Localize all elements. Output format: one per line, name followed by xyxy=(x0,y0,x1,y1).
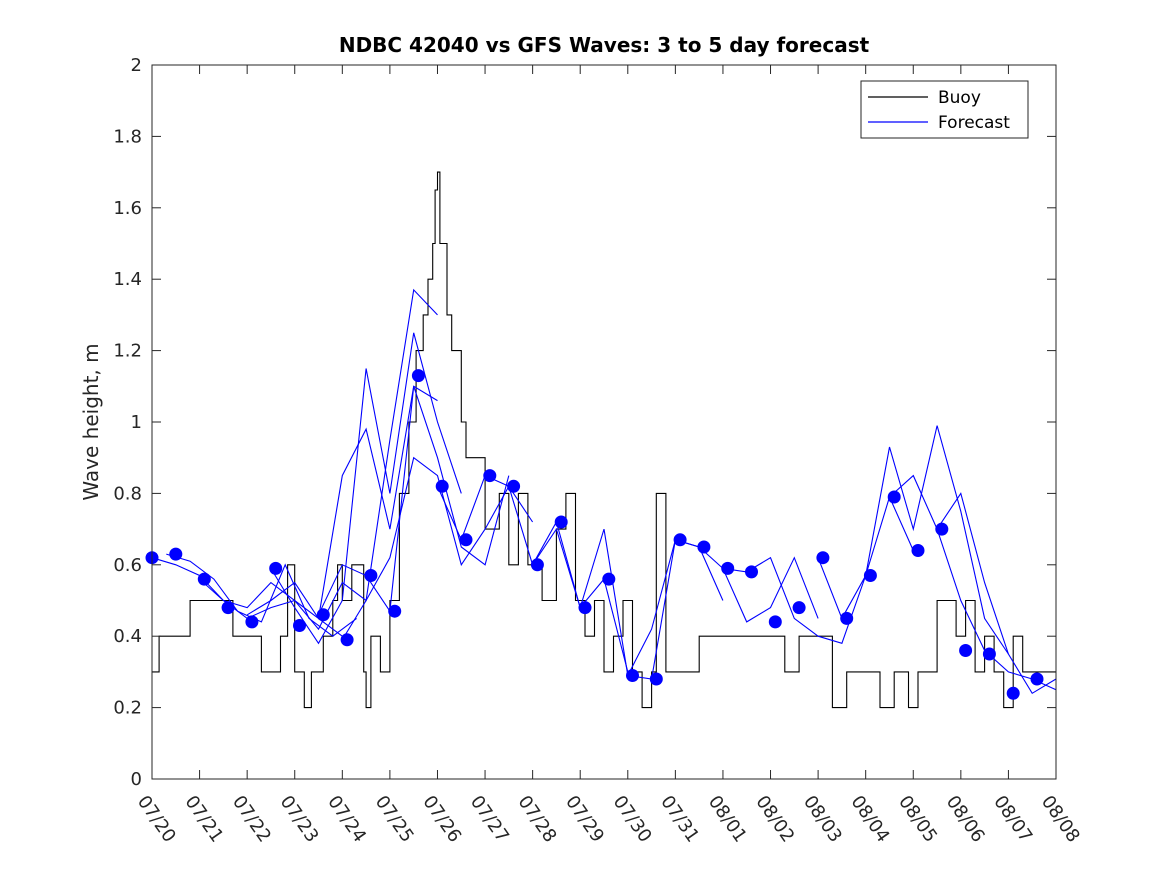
forecast-marker xyxy=(245,615,259,629)
forecast-marker xyxy=(959,644,973,657)
forecast-marker xyxy=(745,565,758,579)
forecast-marker xyxy=(626,669,639,682)
forecast-marker xyxy=(863,569,877,582)
chart-title: NDBC 42040 vs GFS Waves: 3 to 5 day fore… xyxy=(339,33,870,57)
forecast-marker xyxy=(768,615,782,629)
y-tick-label: 1.4 xyxy=(113,269,142,290)
forecast-marker xyxy=(269,561,283,575)
y-tick-label: 0.4 xyxy=(113,626,142,647)
forecast-marker xyxy=(293,619,306,632)
forecast-marker xyxy=(554,515,568,529)
y-tick-label: 1.8 xyxy=(113,126,142,147)
forecast-marker xyxy=(530,558,544,572)
forecast-marker xyxy=(507,479,521,493)
buoy-series-line xyxy=(152,171,1056,709)
y-tick-label: 0.8 xyxy=(113,483,142,504)
forecast-marker xyxy=(887,490,901,504)
forecast-marker xyxy=(435,479,449,493)
y-tick-label: 2 xyxy=(131,55,142,76)
y-tick-label: 1.6 xyxy=(113,198,142,219)
y-tick-label: 0.2 xyxy=(113,698,142,719)
forecast-marker xyxy=(1006,686,1020,700)
forecast-run-line-13 xyxy=(889,474,1057,691)
forecast-marker xyxy=(697,540,711,554)
legend-forecast-label: Forecast xyxy=(938,113,1010,133)
plot-series xyxy=(145,171,1057,709)
forecast-marker xyxy=(673,533,687,547)
forecast-marker xyxy=(816,551,830,565)
forecast-marker xyxy=(935,522,949,536)
forecast-marker xyxy=(578,601,592,615)
forecast-marker xyxy=(388,604,402,618)
legend-buoy-label: Buoy xyxy=(938,88,981,108)
tick-marks xyxy=(151,64,1057,780)
forecast-run-line-12 xyxy=(817,425,1009,655)
y-tick-label: 1 xyxy=(131,412,142,433)
forecast-marker xyxy=(221,601,235,615)
forecast-run-line-5 xyxy=(270,332,462,645)
forecast-marker xyxy=(483,469,497,483)
legend-box xyxy=(860,80,1029,139)
forecast-run-line-3 xyxy=(199,288,438,631)
y-axis-label: Wave height, m xyxy=(79,343,103,500)
forecast-marker xyxy=(911,544,925,557)
forecast-marker xyxy=(169,547,183,561)
forecast-marker xyxy=(1030,672,1044,686)
y-tick-labels: 0 0.2 0.4 0.6 0.8 1 1.2 1.4 1.6 1.8 2 xyxy=(113,55,142,790)
forecast-marker xyxy=(840,611,854,625)
y-tick-label: 0.6 xyxy=(113,555,142,576)
forecast-run-line-7 xyxy=(341,456,534,641)
forecast-marker xyxy=(197,572,211,586)
forecast-run-line-2 xyxy=(166,553,357,637)
forecast-marker xyxy=(982,647,996,661)
forecast-marker xyxy=(649,672,663,686)
forecast-marker xyxy=(411,369,425,383)
forecast-marker xyxy=(602,572,616,586)
y-tick-label: 1.2 xyxy=(113,341,142,362)
y-tick-label: 0 xyxy=(131,769,142,790)
forecast-marker xyxy=(316,608,330,622)
forecast-marker xyxy=(459,533,473,547)
forecast-marker xyxy=(340,633,354,647)
forecast-run-line-6 xyxy=(318,386,510,616)
forecast-run-line-14 xyxy=(936,492,1057,695)
forecast-marker xyxy=(721,561,735,575)
forecast-marker xyxy=(364,569,378,582)
legend: Buoy Forecast xyxy=(860,80,1029,139)
forecast-run-line-4 xyxy=(246,385,438,620)
forecast-marker xyxy=(792,601,806,615)
